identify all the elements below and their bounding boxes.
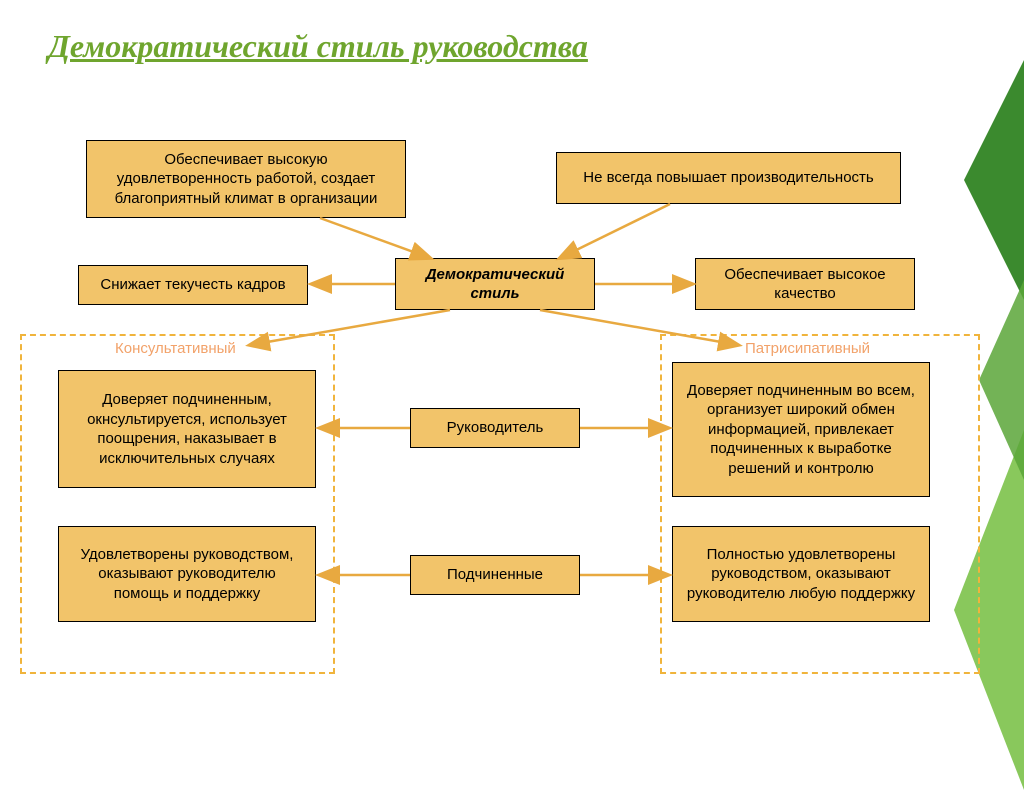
- box-row4-left: Удовлетворены руководством, оказывают ру…: [58, 526, 316, 622]
- box-row3-left: Доверяет подчиненным, окнсультируется, и…: [58, 370, 316, 488]
- deco-triangle-light: [954, 430, 1024, 790]
- page-title: Демократический стиль руководства: [48, 28, 588, 65]
- sublabel-right: Патрисипативный: [745, 340, 870, 357]
- box-row4-center: Подчиненные: [410, 555, 580, 595]
- box-row4-right: Полностью удовлетворены руководством, ок…: [672, 526, 930, 622]
- deco-triangle-mid: [979, 280, 1024, 480]
- box-row3-center: Руководитель: [410, 408, 580, 448]
- box-row3-right: Доверяет подчиненным во всем, организует…: [672, 362, 930, 497]
- box-top-right: Не всегда повышает производительность: [556, 152, 901, 204]
- box-top-left: Обеспечивает высокую удовлетворенность р…: [86, 140, 406, 218]
- box-mid-left: Снижает текучесть кадров: [78, 265, 308, 305]
- sublabel-left: Консультативный: [115, 340, 236, 357]
- deco-triangle-dark: [964, 60, 1024, 300]
- box-center: Демократический стиль: [395, 258, 595, 310]
- box-mid-right: Обеспечивает высокое качество: [695, 258, 915, 310]
